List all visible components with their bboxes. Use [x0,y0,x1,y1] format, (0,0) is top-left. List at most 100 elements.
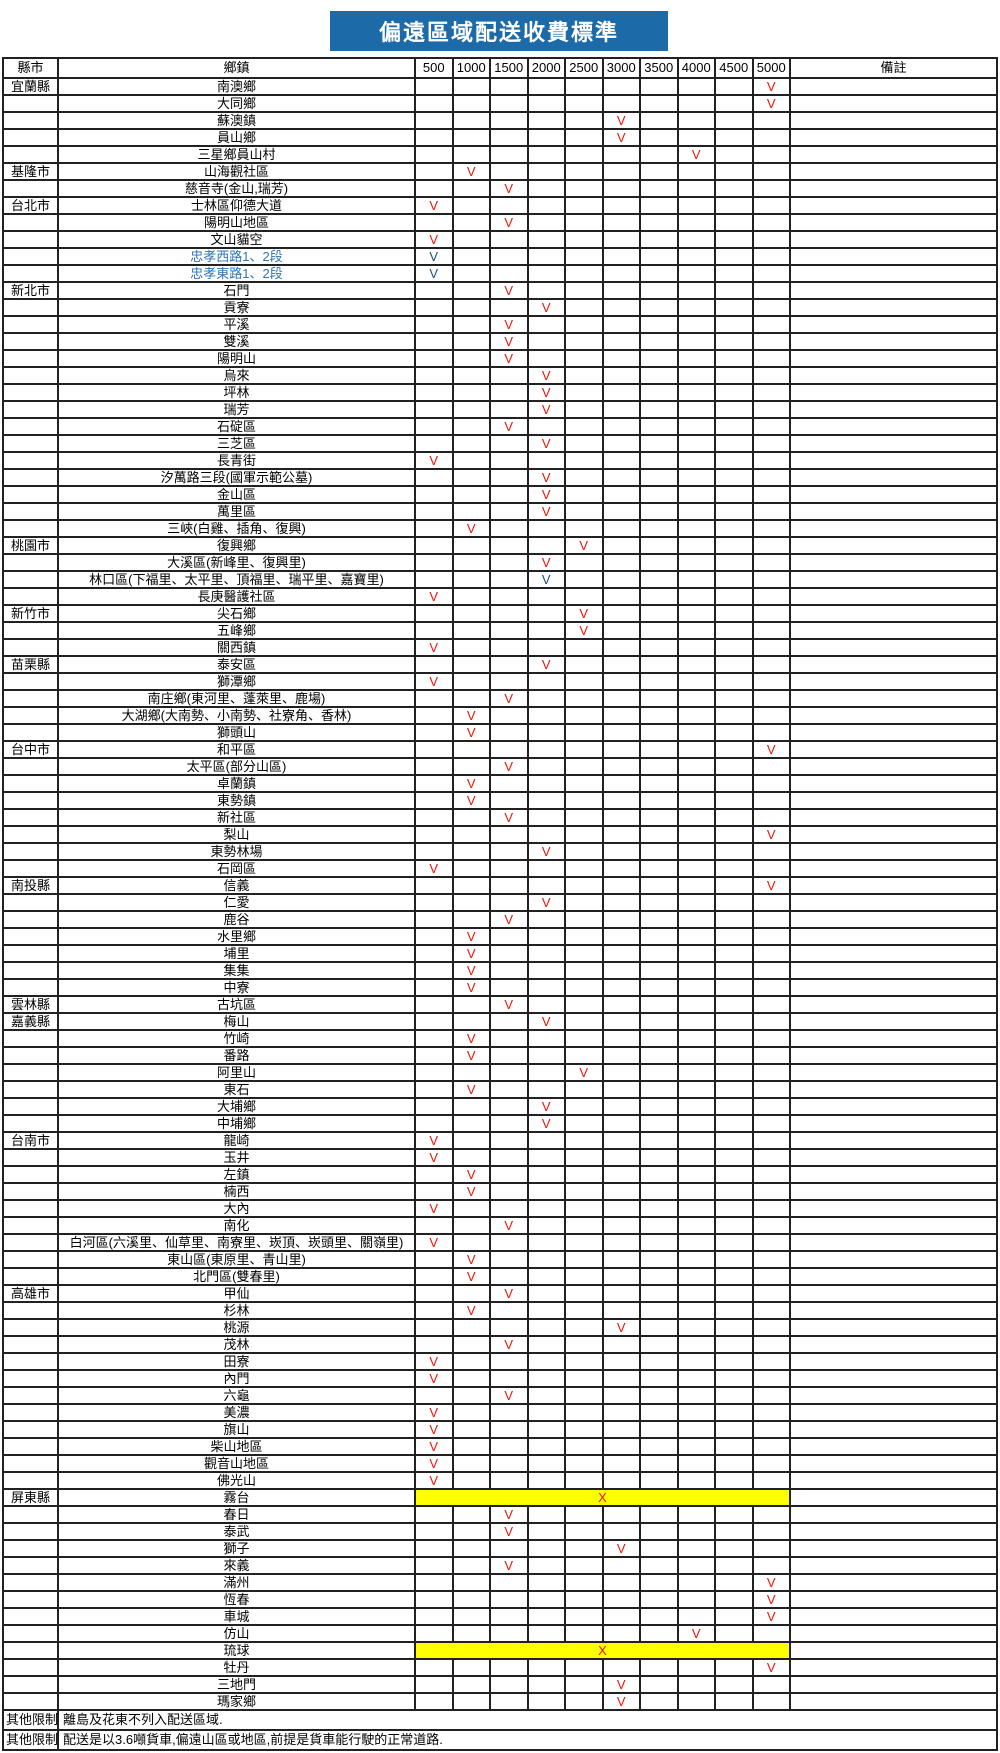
fee-cell [489,298,529,317]
table-row: 台北市 士林區仰德大道 V [2,196,998,215]
fee-cell [714,1012,754,1031]
table-row: 烏來 V [2,366,998,385]
note-cell [789,1641,998,1660]
fee-cell [489,825,529,844]
fee-cell [489,587,529,606]
fee-cell [639,298,679,317]
fee-cell [676,774,716,793]
fee-cell [714,876,754,895]
fee-cell [676,757,716,776]
fee-cell [526,961,566,980]
fee-cell [601,519,641,538]
note-cell [789,1284,998,1303]
note-cell [789,349,998,368]
fee-cell: V [451,944,491,963]
fee-cell [714,332,754,351]
township-cell: 南庄鄉(東河里、蓬萊里、鹿場) [57,689,416,708]
fee-cell [751,519,791,538]
fee-tier-header: 2000 [526,57,566,79]
fee-cell [526,808,566,827]
fee-cell [676,451,716,470]
county-cell [2,485,59,504]
county-cell [2,587,59,606]
fee-cell [489,247,529,266]
fee-cell [676,1267,716,1286]
fee-cell [751,1250,791,1269]
note-cell [789,1182,998,1201]
fee-cell [564,1403,604,1422]
fee-cell [751,723,791,742]
township-cell: 旗山 [57,1420,416,1439]
table-row: 桃源 V [2,1318,998,1337]
note-cell [789,485,998,504]
fee-cell [639,281,679,300]
fee-cell [414,791,454,810]
fee-cell [751,961,791,980]
fee-cell [751,264,791,283]
fee-cell [564,910,604,929]
fee-cell: V [414,638,454,657]
township-cell: 白河區(六溪里、仙草里、南寮里、崁頂、崁頭里、關嶺里) [57,1233,416,1252]
table-row: 滿州 V [2,1573,998,1592]
fee-cell [639,468,679,487]
table-row: 基隆市 山海觀社區 V [2,162,998,181]
note-cell [789,893,998,912]
fee-cell [601,1522,641,1541]
fee-cell [751,1114,791,1133]
fee-cell: V [489,315,529,334]
township-cell: 車城 [57,1607,416,1626]
fee-cell [526,247,566,266]
fee-cell [676,1420,716,1439]
fee-cell [714,944,754,963]
fee-cell [564,876,604,895]
township-cell: 南澳鄉 [57,77,416,96]
table-row: 玉井 V [2,1148,998,1167]
county-cell [2,1573,59,1592]
fee-cell [601,1573,641,1592]
township-cell: 汐萬路三段(國軍示範公墓) [57,468,416,487]
fee-cell [676,1386,716,1405]
fee-cell [714,349,754,368]
township-cell: 尖石鄉 [57,604,416,623]
fee-cell [526,281,566,300]
township-cell: 泰安區 [57,655,416,674]
fee-cell [489,230,529,249]
fee-cell [414,1556,454,1575]
footnote-text: 離島及花東不列入配送區域. [57,1709,998,1731]
fee-cell [489,128,529,147]
county-cell [2,621,59,640]
fee-cell [601,859,641,878]
fee-cell [601,893,641,912]
fee-cell [639,1437,679,1456]
fee-cell [714,230,754,249]
county-cell [2,570,59,589]
fee-cell [564,1437,604,1456]
fee-cell [714,689,754,708]
table-row: 梨山 V [2,825,998,844]
fee-cell [601,162,641,181]
note-cell [789,876,998,895]
fee-cell [414,1080,454,1099]
township-cell: 石門 [57,281,416,300]
fee-cell [489,111,529,130]
county-cell [2,315,59,334]
fee-cell [639,536,679,555]
fee-cell: V [751,876,791,895]
fee-cell: V [451,978,491,997]
fee-cell [526,111,566,130]
fee-cell [601,1012,641,1031]
fee-cell [526,536,566,555]
fee-cell [676,893,716,912]
fee-cell [714,1369,754,1388]
fee-cell [564,468,604,487]
fee-cell [564,1505,604,1524]
fee-cell [639,944,679,963]
note-cell [789,1522,998,1541]
fee-cell [639,77,679,96]
fee-cell [564,1029,604,1048]
fee-cell [676,825,716,844]
fee-cell: V [451,706,491,725]
table-row: 旗山 V [2,1420,998,1439]
table-row: 佛光山 V [2,1471,998,1490]
fee-cell [676,723,716,742]
